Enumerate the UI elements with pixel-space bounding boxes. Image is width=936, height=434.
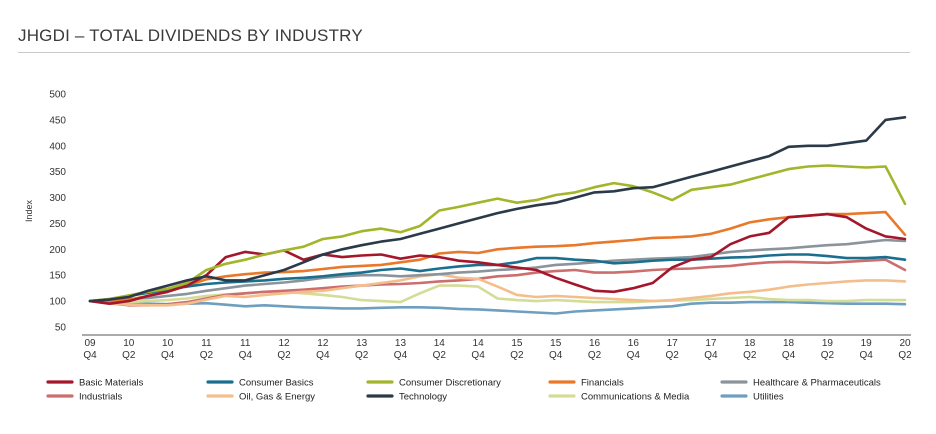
series-line-consumer-discretionary [88,164,907,303]
legend-label: Consumer Discretionary [399,378,501,389]
x-tick-label-year: 18 [744,338,756,349]
x-tick-label-year: 11 [201,338,212,349]
y-tick-label: 350 [49,167,66,178]
legend-label: Utilities [753,392,784,403]
x-tick-label-quarter: Q2 [355,350,369,361]
legend-label: Basic Materials [79,378,144,389]
x-tick-label-quarter: Q2 [588,350,602,361]
y-tick-label: 400 [49,141,66,152]
legend-label: Financials [581,378,624,389]
x-tick-label-year: 13 [356,338,368,349]
x-tick-label-year: 13 [395,338,407,349]
x-tick-label-quarter: Q2 [510,350,524,361]
x-tick-label-quarter: Q2 [433,350,447,361]
x-tick-label-quarter: Q2 [665,350,679,361]
y-tick-label: 300 [49,193,66,204]
legend-label: Technology [399,392,447,403]
x-tick-label-quarter: Q2 [743,350,757,361]
chart-title: JHGDI – TOTAL DIVIDENDS BY INDUSTRY [18,26,363,45]
y-tick-label: 100 [49,297,66,308]
x-tick-label-year: 19 [861,338,873,349]
x-tick-label-year: 09 [84,338,96,349]
series-line-oil-gas-energy [88,272,907,307]
x-tick-label-year: 19 [822,338,834,349]
x-tick-label-year: 15 [511,338,523,349]
x-tick-label-quarter: Q2 [122,350,136,361]
x-tick-label-year: 10 [162,338,174,349]
legend-label: Oil, Gas & Energy [239,392,315,403]
series-line-utilities [88,299,907,315]
legend: Basic Materials Consumer Basics Consumer D… [46,378,881,403]
x-tick-label-quarter: Q4 [316,350,330,361]
x-tick-label-quarter: Q2 [821,350,835,361]
x-tick-label-quarter: Q4 [860,350,874,361]
title-divider [18,52,910,53]
y-tick-label: 150 [49,271,66,282]
x-tick-label-quarter: Q4 [239,350,253,361]
x-tick-label-quarter: Q4 [627,350,641,361]
x-tick-label-year: 17 [667,338,679,349]
x-tick-label-year: 11 [240,338,251,349]
y-tick-label: 200 [49,245,66,256]
axes: 50100150200250300350400450500Index09Q410… [24,90,912,362]
x-tick-label-quarter: Q2 [898,350,912,361]
y-tick-label: 250 [49,219,66,230]
x-tick-label-quarter: Q2 [277,350,291,361]
x-tick-label-quarter: Q4 [161,350,175,361]
series-line-basic-materials [88,212,907,306]
y-tick-label: 50 [55,323,67,334]
legend-label: Industrials [79,392,123,403]
legend-label: Communications & Media [581,392,690,403]
x-tick-label-year: 10 [123,338,135,349]
x-tick-label-year: 14 [473,338,485,349]
x-tick-label-year: 15 [550,338,562,349]
x-tick-label-quarter: Q4 [549,350,563,361]
x-tick-label-year: 16 [628,338,640,349]
y-axis-label: Index [24,199,34,222]
x-tick-label-quarter: Q4 [83,350,97,361]
x-tick-label-year: 12 [278,338,290,349]
x-tick-label-quarter: Q4 [782,350,796,361]
x-tick-label-year: 16 [589,338,601,349]
x-tick-label-year: 14 [434,338,446,349]
legend-label: Consumer Basics [239,378,314,389]
x-tick-label-quarter: Q4 [394,350,408,361]
x-tick-label-year: 17 [705,338,717,349]
x-tick-label-year: 12 [317,338,329,349]
legend-label: Healthcare & Pharmaceuticals [753,378,881,389]
series-line-healthcare-pharmaceuticals [88,238,907,303]
x-tick-label-quarter: Q4 [471,350,485,361]
x-tick-label-year: 18 [783,338,795,349]
y-tick-label: 450 [49,115,66,126]
x-tick-label-year: 20 [899,338,911,349]
y-tick-label: 500 [49,90,66,101]
series-lines [88,116,907,315]
series-line-technology [88,116,907,303]
x-tick-label-quarter: Q2 [200,350,214,361]
series-line-financials [88,210,907,303]
x-tick-label-quarter: Q4 [704,350,718,361]
